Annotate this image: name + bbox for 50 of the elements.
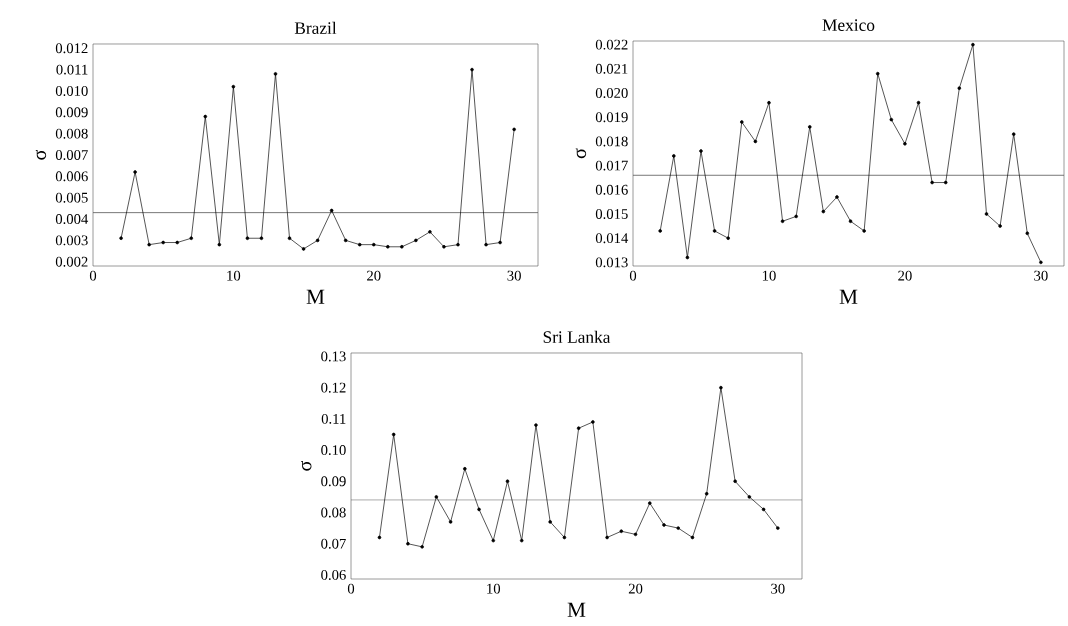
y-tick-label: 0.005 — [55, 192, 88, 203]
y-tick-label: 0.11 — [321, 413, 346, 424]
y-tick-label: 0.004 — [55, 214, 89, 225]
x-tick-label: 30 — [1034, 270, 1048, 281]
y-tick-label: 0.017 — [595, 160, 628, 171]
y-tick-label: 0.014 — [595, 233, 629, 244]
x-tick-label: 0 — [347, 583, 355, 594]
y-tick-label: 0.10 — [321, 445, 346, 456]
y-tick-label: 0.08 — [321, 507, 346, 518]
x-axis-title: M — [839, 289, 858, 304]
y-tick-label: 0.003 — [55, 235, 88, 246]
chart-title: Brazil — [294, 21, 337, 34]
y-tick-label: 0.021 — [595, 63, 628, 74]
x-tick-label: 30 — [507, 270, 521, 281]
y-tick-label: 0.011 — [56, 64, 88, 75]
y-axis-title: σ — [35, 149, 47, 160]
y-tick-label: 0.002 — [55, 256, 88, 267]
x-tick-label: 20 — [898, 270, 912, 281]
x-tick-label: 20 — [628, 583, 643, 594]
chart-title: Mexico — [822, 19, 875, 31]
y-tick-label: 0.015 — [595, 209, 628, 219]
x-tick-label: 10 — [487, 583, 501, 594]
y-tick-label: 0.13 — [321, 351, 346, 362]
x-tick-label: 10 — [227, 270, 241, 281]
y-tick-label: 0.020 — [595, 88, 628, 99]
y-axis-title: σ — [575, 148, 587, 159]
x-tick-label: 0 — [629, 270, 637, 281]
y-tick-label: 0.09 — [321, 476, 346, 487]
y-tick-label: 0.019 — [595, 112, 628, 123]
chart-title: Sri Lanka — [543, 330, 611, 343]
x-tick-label: 30 — [771, 583, 785, 594]
y-tick-label: 0.07 — [321, 538, 346, 549]
y-tick-label: 0.012 — [55, 43, 88, 54]
y-tick-label: 0.018 — [595, 136, 628, 147]
y-tick-label: 0.013 — [595, 257, 628, 268]
y-tick-label: 0.022 — [595, 39, 628, 50]
y-tick-label: 0.006 — [55, 171, 88, 182]
x-tick-label: 10 — [762, 270, 776, 281]
y-tick-label: 0.016 — [595, 184, 628, 195]
y-tick-label: 0.008 — [55, 128, 88, 139]
y-tick-label: 0.007 — [55, 150, 88, 160]
x-axis-title: M — [567, 602, 586, 617]
x-tick-label: 0 — [89, 270, 97, 281]
y-tick-label: 0.12 — [321, 382, 346, 393]
y-tick-label: 0.010 — [55, 85, 88, 96]
y-tick-label: 0.009 — [55, 107, 88, 118]
x-axis-title: M — [306, 289, 325, 304]
y-axis-title: σ — [301, 460, 312, 471]
x-tick-label: 20 — [367, 270, 381, 281]
y-tick-label: 0.06 — [321, 569, 346, 580]
